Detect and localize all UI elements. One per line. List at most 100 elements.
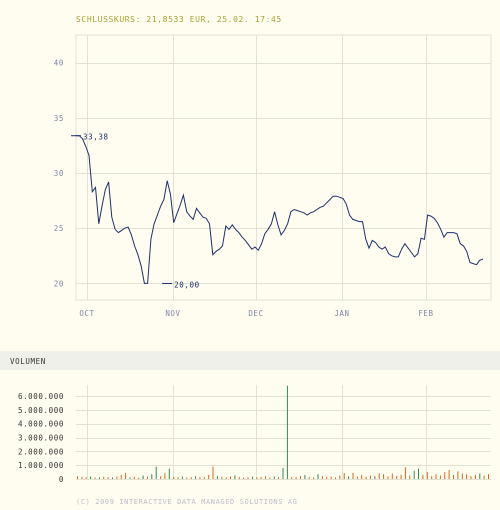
volume-y-tick-label: 1.000.000	[18, 461, 64, 470]
volume-bar	[173, 476, 175, 479]
price-y-tick-label: 20	[54, 279, 64, 288]
volume-bar	[361, 474, 363, 479]
volume-bar	[448, 470, 450, 479]
volume-grid	[76, 385, 491, 480]
volume-bar	[260, 476, 262, 479]
volume-bar	[291, 476, 293, 479]
volume-bar	[313, 477, 315, 479]
volume-bar	[112, 477, 113, 479]
volume-bar	[129, 477, 131, 479]
volume-bar	[265, 476, 266, 479]
volume-bar	[155, 466, 157, 479]
price-y-tick-label: 40	[54, 59, 64, 68]
volume-y-tick-label: 4.000.000	[18, 420, 64, 429]
volume-bar	[466, 474, 468, 479]
volume-bar	[378, 473, 380, 479]
volume-bar	[168, 468, 170, 479]
volume-bar	[125, 472, 127, 479]
price-x-tick-label: JAN	[334, 309, 349, 318]
volume-bar	[317, 474, 319, 479]
volume-bar	[457, 471, 459, 479]
price-x-tick-label: OCT	[79, 309, 94, 318]
price-plot-frame	[75, 34, 492, 301]
volume-bar	[142, 475, 144, 479]
volume-bar	[348, 476, 350, 479]
volume-bar	[453, 474, 454, 479]
volume-bar	[488, 474, 489, 479]
volume-bar	[103, 476, 105, 479]
price-x-axis: OCT NOV DEC JAN FEB	[79, 309, 433, 318]
volume-bar	[418, 468, 419, 479]
volume-bar	[470, 476, 472, 479]
price-y-axis: 20 25 30 35 40	[54, 59, 64, 289]
volume-bar	[230, 476, 231, 479]
volume-bar	[444, 472, 446, 479]
volume-bar	[107, 477, 109, 479]
volume-bar	[186, 477, 188, 479]
volume-bar	[479, 473, 481, 479]
volume-bar	[439, 475, 441, 479]
volume-bar	[409, 475, 411, 479]
volume-y-tick-label: 6.000.000	[18, 392, 64, 401]
volume-bar	[431, 476, 433, 479]
volume-y-tick-label: 0	[59, 475, 64, 484]
volume-bar	[422, 474, 424, 479]
volume-bar	[396, 476, 398, 479]
volume-y-tick-label: 2.000.000	[18, 447, 64, 456]
volume-bar	[256, 477, 258, 479]
volume-bar	[365, 476, 367, 479]
price-y-tick-label: 30	[54, 169, 64, 178]
volume-bar	[474, 474, 476, 479]
price-annotation-label: 33,38	[83, 133, 109, 142]
volume-y-tick-label: 3.000.000	[18, 434, 64, 443]
volume-y-axis: 0 1.000.000 2.000.000 3.000.000 4.000.000 5.0…	[18, 392, 64, 484]
volume-bar	[426, 472, 428, 479]
volume-bar	[181, 476, 183, 479]
volume-bar	[251, 476, 253, 479]
volume-bar	[383, 474, 385, 479]
volume-bar	[273, 476, 275, 479]
volume-bar	[116, 476, 118, 479]
volume-bar	[308, 476, 310, 479]
volume-bar	[374, 476, 376, 479]
volume-bar	[400, 474, 402, 479]
volume-bar	[190, 477, 192, 479]
volume-bar	[151, 474, 153, 479]
volume-bar	[404, 467, 406, 480]
volume-bar	[295, 477, 297, 479]
volume-bar	[326, 477, 328, 479]
volume-bar	[435, 474, 437, 479]
copyright-footer: (C) 2009 INTERACTIVE DATA MANAGED SOLUTI…	[76, 498, 297, 506]
volume-bar	[335, 477, 336, 479]
volume-bar	[147, 476, 148, 479]
volume-bar	[300, 476, 301, 479]
volume-bar	[94, 477, 96, 479]
price-x-tick-label: FEB	[418, 309, 433, 318]
price-annotation-label: 20,00	[174, 280, 200, 289]
price-x-tick-label: DEC	[248, 309, 263, 318]
volume-bar	[177, 477, 179, 479]
volume-bar	[483, 475, 485, 479]
volume-bar	[387, 476, 389, 479]
volume-header-band	[0, 351, 500, 370]
volume-bar	[343, 473, 345, 479]
price-annotations: 33,38 20,00	[71, 133, 200, 289]
volume-bar	[221, 476, 223, 479]
volume-title: VOLUMEN	[10, 357, 46, 366]
volume-bar	[369, 475, 371, 479]
volume-bar	[225, 477, 227, 479]
price-y-tick-label: 25	[54, 224, 64, 233]
volume-bar	[391, 473, 393, 479]
volume-bar	[195, 476, 197, 479]
closing-price-header: SCHLUSSKURS: 21,8533 EUR, 25.02. 17:45	[76, 15, 282, 24]
volume-bar	[321, 476, 323, 479]
volume-bar	[278, 477, 280, 479]
volume-bar	[120, 474, 122, 479]
volume-bar	[352, 472, 354, 479]
volume-bar	[212, 466, 214, 479]
volume-bar	[199, 477, 201, 479]
volume-bar	[413, 470, 415, 479]
volume-bar	[216, 476, 218, 479]
volume-bar	[98, 477, 100, 479]
